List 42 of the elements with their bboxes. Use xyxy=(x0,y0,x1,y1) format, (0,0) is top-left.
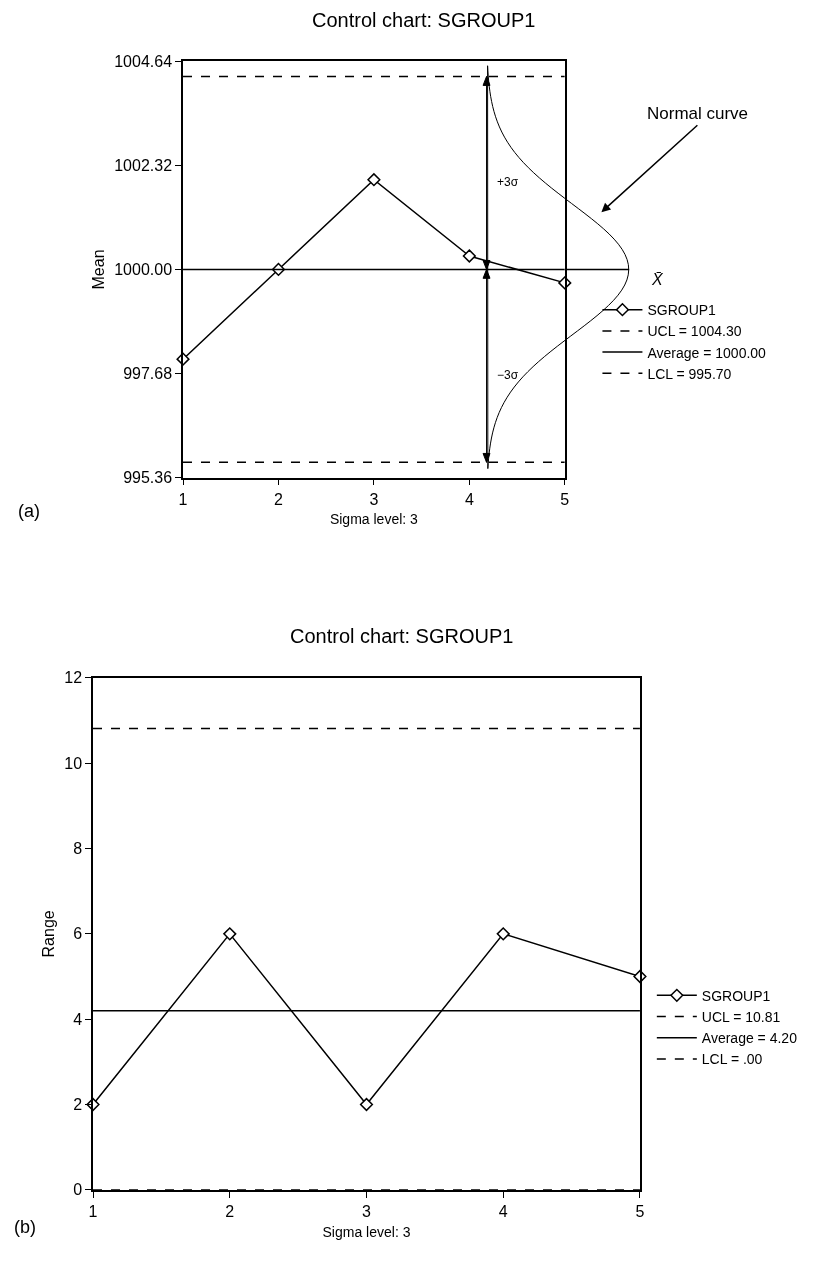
x-tick-label: 3 xyxy=(362,1202,372,1220)
x-tick-label: 4 xyxy=(498,1202,508,1220)
y-tick-label: 0 xyxy=(73,1181,83,1199)
x-axis-title: Sigma level: 3 xyxy=(329,511,419,528)
y-tick-label: 1002.32 xyxy=(114,156,173,174)
annotation: −3σ xyxy=(497,368,519,382)
legend-label: LCL = .00 xyxy=(701,1051,763,1068)
x-tick-label: 4 xyxy=(464,490,474,508)
text: X̄ xyxy=(651,271,664,288)
y-axis-title: Range xyxy=(39,910,57,958)
y-tick-label: 995.36 xyxy=(123,469,173,487)
y-tick-label: 4 xyxy=(73,1010,83,1028)
x-tick-label: 2 xyxy=(274,490,284,508)
y-tick-label: 10 xyxy=(64,754,83,772)
x-tick-label: 3 xyxy=(369,490,379,508)
x-tick-label: 5 xyxy=(560,490,570,508)
y-axis-title: Mean xyxy=(89,249,107,290)
y-tick-label: 12 xyxy=(64,669,83,687)
legend-label: LCL = 995.70 xyxy=(647,365,732,382)
y-tick-label: 1004.64 xyxy=(114,52,173,70)
x-axis-title: Sigma level: 3 xyxy=(322,1223,411,1240)
x-tick-label: 1 xyxy=(178,490,188,508)
text: Normal curve xyxy=(647,104,749,123)
legend-label: UCL = 1004.30 xyxy=(647,323,742,340)
y-tick-label: 1000.00 xyxy=(114,261,173,279)
legend-label: SGROUP1 xyxy=(647,302,717,319)
x-tick-label: 5 xyxy=(635,1202,645,1220)
legend-label: UCL = 10.81 xyxy=(701,1008,781,1025)
y-tick-label: 2 xyxy=(73,1096,83,1114)
annotation: +3σ xyxy=(497,175,519,189)
legend-label: Average = 4.20 xyxy=(701,1030,798,1047)
y-tick-label: 6 xyxy=(73,925,83,943)
legend-label: Average = 1000.00 xyxy=(647,344,767,361)
y-tick-label: 8 xyxy=(73,840,83,858)
text: (a) xyxy=(18,501,40,521)
chart-title: Control chart: SGROUP1 xyxy=(290,625,514,647)
y-tick-label: 997.68 xyxy=(123,365,173,383)
chart-title: Control chart: SGROUP1 xyxy=(312,9,536,31)
text: (b) xyxy=(14,1217,36,1237)
x-tick-label: 2 xyxy=(225,1202,235,1220)
legend-label: SGROUP1 xyxy=(701,987,771,1004)
x-tick-label: 1 xyxy=(88,1202,98,1220)
